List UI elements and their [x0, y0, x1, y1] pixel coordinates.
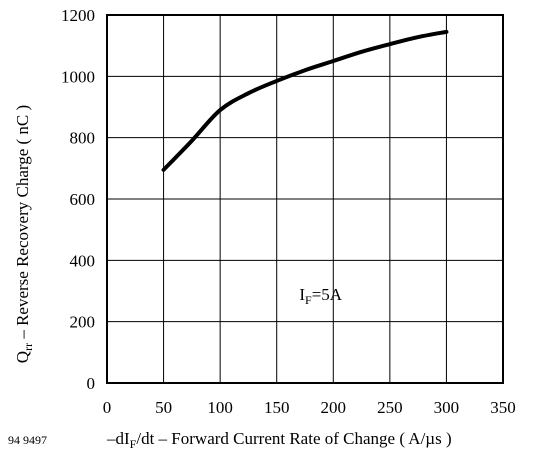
y-tick-label: 400	[70, 251, 96, 270]
y-tick-label: 0	[87, 374, 96, 393]
y-axis-symbol: Q	[13, 351, 32, 363]
figure-number: 94 9497	[8, 433, 47, 447]
x-tick-label: 50	[155, 398, 172, 417]
x-tick-label: 0	[103, 398, 112, 417]
x-tick-label: 300	[434, 398, 460, 417]
annotation-value: =5A	[312, 285, 343, 304]
x-tick-label: 150	[264, 398, 290, 417]
annotation-symbol: I	[299, 285, 305, 304]
x-tick-labels: 0 50 100 150 200 250 300 350	[103, 398, 516, 417]
x-tick-label: 250	[377, 398, 403, 417]
y-axis-title: Qrr – Reverse Recovery Charge ( nC )	[13, 105, 35, 363]
grid-lines	[107, 15, 503, 383]
x-tick-label: 200	[321, 398, 347, 417]
y-tick-labels: 0 200 400 600 800 1000 1200	[61, 6, 95, 393]
x-axis-description: /dt – Forward Current Rate of Change ( A…	[136, 429, 451, 448]
condition-annotation: IF=5A	[299, 285, 342, 307]
x-axis-title: –dIF/dt – Forward Current Rate of Change…	[106, 429, 452, 451]
series-line	[161, 29, 449, 172]
y-axis-subscript: rr	[21, 343, 35, 351]
y-tick-label: 200	[70, 313, 96, 332]
x-tick-label: 100	[207, 398, 233, 417]
x-axis-symbol: –dI	[106, 429, 130, 448]
x-tick-label: 350	[490, 398, 516, 417]
y-axis-description: – Reverse Recovery Charge ( nC )	[13, 105, 32, 343]
annotation-subscript: F	[305, 293, 312, 307]
y-tick-label: 1200	[61, 6, 95, 25]
x-axis-subscript: F	[130, 437, 137, 451]
series-layer	[161, 29, 449, 172]
plot-frame	[106, 14, 504, 384]
y-tick-label: 1000	[61, 67, 95, 86]
y-tick-label: 600	[70, 190, 96, 209]
y-tick-label: 800	[70, 129, 96, 148]
